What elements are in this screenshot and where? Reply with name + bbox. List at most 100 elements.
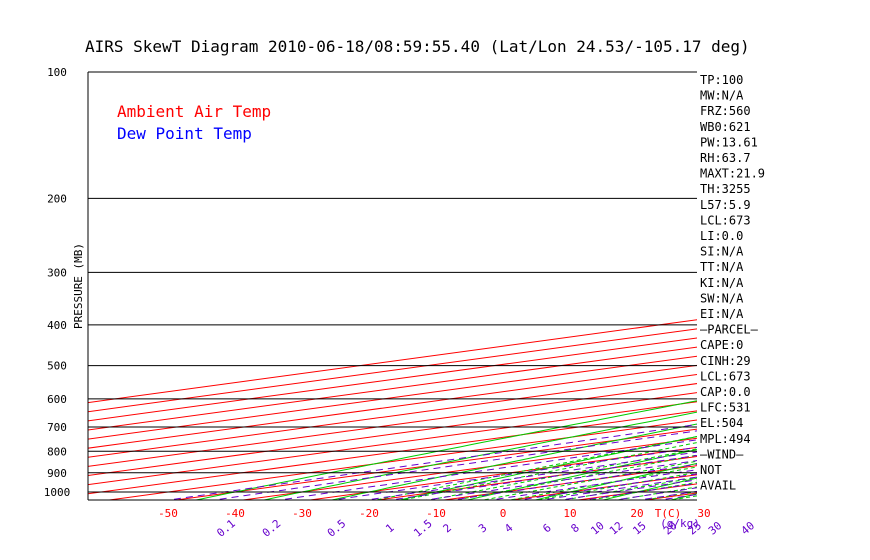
- axes: 1002003004005006007008009001000PRESSURE …: [44, 66, 758, 540]
- dry-adiabat-line: [839, 0, 870, 509]
- index-entry: KI:N/A: [700, 276, 744, 290]
- background-grid: [88, 0, 870, 510]
- mixing-ratio-tick-label: 6: [540, 521, 553, 535]
- dry-adiabat-line: [600, 477, 697, 500]
- mixing-ratio-tick-label: 1: [383, 521, 396, 535]
- bottom-temp-tick-label: 30: [697, 507, 710, 520]
- index-entry: MAXT:21.9: [700, 167, 765, 181]
- mixing-ratio-line: [362, 451, 697, 500]
- pressure-tick-label: 100: [47, 66, 67, 79]
- index-entry: —PARCEL—: [700, 323, 759, 337]
- isotherm-line: [88, 392, 697, 477]
- moist-adiabat-line: [667, 495, 697, 500]
- index-entry: LI:0.0: [700, 229, 743, 243]
- index-entry: MPL:494: [700, 432, 751, 446]
- isotherm-line: [239, 437, 697, 500]
- isotherm-line: [105, 419, 697, 500]
- index-entry: EI:N/A: [700, 307, 744, 321]
- dry-adiabat-line: [261, 411, 697, 500]
- isotherm-line: [88, 355, 697, 440]
- isotherm-line: [773, 30, 870, 510]
- mixing-ratio-tick-label: 8: [568, 521, 581, 535]
- index-entry: TT:N/A: [700, 260, 744, 274]
- index-entry: CAPE:0: [700, 338, 743, 352]
- pressure-tick-label: 1000: [44, 486, 71, 499]
- dry-adiabat-line: [532, 462, 697, 500]
- index-entry: FRZ:560: [700, 104, 751, 118]
- chart-title: AIRS SkewT Diagram 2010-06-18/08:59:55.4…: [85, 37, 750, 56]
- index-entry: TH:3255: [700, 182, 751, 196]
- mixing-ratio-line: [387, 454, 697, 500]
- index-entry: LCL:673: [700, 213, 751, 227]
- isotherm-line: [88, 373, 697, 458]
- dry-adiabat-line: [193, 400, 697, 500]
- index-entry: TP:100: [700, 73, 743, 87]
- bottom-temp-tick-label: -10: [426, 507, 446, 520]
- mixing-ratio-line: [422, 460, 697, 500]
- index-entry: NOT: [700, 463, 722, 477]
- bottom-temp-tick-label: -50: [158, 507, 178, 520]
- legend: Ambient Air Temp Dew Point Temp: [117, 102, 271, 143]
- isotherm-line: [440, 465, 697, 500]
- bottom-temp-tick-label: 20: [630, 507, 643, 520]
- dry-adiabat-line: [770, 0, 870, 509]
- mixing-ratio-tick-label: 0.2: [260, 517, 284, 540]
- index-entry: AVAIL: [700, 479, 736, 493]
- index-entry: MW:N/A: [700, 89, 744, 103]
- bottom-temp-tick-label: -40: [225, 507, 245, 520]
- mixing-ratio-tick-label: 12: [607, 519, 626, 537]
- mixing-ratio-tick-label: 0.5: [325, 517, 349, 540]
- mixing-ratio-tick-label: 30: [706, 519, 725, 537]
- bottom-axis-label-q: (g/kg): [660, 517, 700, 530]
- bottom-temp-tick-label: 10: [563, 507, 576, 520]
- pressure-tick-label: 200: [47, 192, 67, 205]
- isotherm-line: [373, 455, 697, 500]
- isotherm-line: [88, 364, 697, 449]
- isotherm-line: [306, 446, 697, 500]
- index-entry: SW:N/A: [700, 291, 744, 305]
- mixing-ratio-tick-label: 1.5: [411, 517, 435, 540]
- isobar-lines: [88, 71, 697, 493]
- index-entry: RH:63.7: [700, 151, 751, 165]
- moist-adiabat-line: [533, 471, 697, 500]
- moist-adiabat-line: [641, 490, 697, 500]
- legend-label: Ambient Air Temp: [117, 102, 271, 121]
- y-axis-label: PRESSURE (MB): [72, 243, 85, 329]
- isotherm-line: [88, 401, 697, 486]
- pressure-tick-label: 900: [47, 467, 67, 480]
- bottom-axis-label-t: T(C): [655, 507, 682, 520]
- bottom-temp-tick-label: 0: [500, 507, 507, 520]
- legend-label: Dew Point Temp: [117, 124, 252, 143]
- index-entry: EL:504: [700, 416, 743, 430]
- isotherm-line: [88, 410, 697, 495]
- moist-adiabat-line: [399, 442, 697, 500]
- pressure-tick-label: 700: [47, 421, 67, 434]
- moist-adiabat-line: [453, 454, 697, 500]
- mixing-ratio-line: [636, 490, 697, 500]
- index-entry: SI:N/A: [700, 245, 744, 259]
- index-entry: L57:5.9: [700, 198, 751, 212]
- mixing-ratio-tick-label: 2: [441, 521, 454, 535]
- index-entry: CINH:29: [700, 354, 751, 368]
- index-entry: CAP:0.0: [700, 385, 751, 399]
- pressure-tick-label: 400: [47, 319, 67, 332]
- pressure-tick-label: 800: [47, 445, 67, 458]
- dry-adiabat-line: [465, 449, 697, 500]
- index-entry: —WIND—: [700, 447, 744, 461]
- bottom-temp-tick-label: -20: [359, 507, 379, 520]
- index-entry: LCL:673: [700, 369, 751, 383]
- mixing-ratio-tick-label: 15: [630, 519, 649, 537]
- pressure-tick-label: 600: [47, 393, 67, 406]
- pressure-tick-label: 500: [47, 360, 67, 373]
- mixing-ratio-tick-label: 40: [739, 519, 758, 537]
- dry-adiabat-line: [329, 423, 697, 500]
- index-entry: WB0:621: [700, 120, 751, 134]
- moist-adiabat-line: [506, 466, 697, 500]
- isotherm-line: [88, 383, 697, 467]
- index-entry: PW:13.61: [700, 135, 758, 149]
- mixing-ratio-tick-label: 10: [588, 519, 607, 537]
- isotherm-line: [172, 428, 697, 500]
- mixing-ratio-tick-label: 3: [476, 521, 489, 535]
